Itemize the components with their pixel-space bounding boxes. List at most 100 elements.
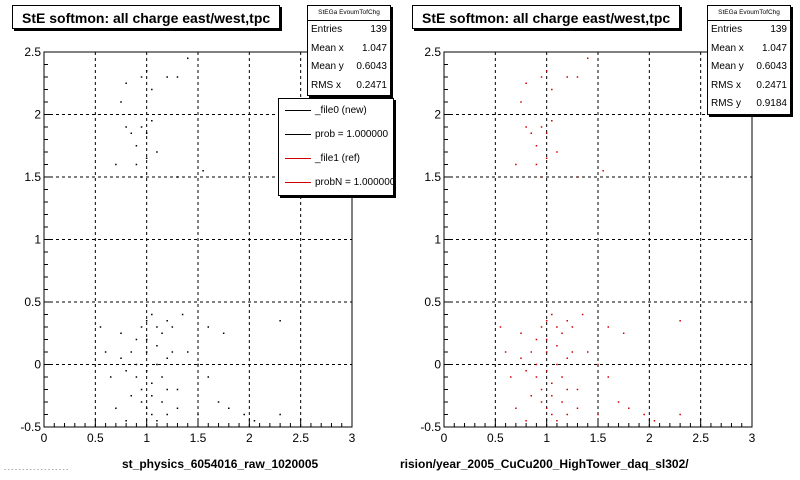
data-point (566, 388, 568, 391)
legend-entry: probN = 1.000000 (279, 171, 393, 195)
data-point (551, 395, 553, 397)
stats-row: Mean y 0.6043 (711, 61, 787, 72)
data-point (602, 170, 604, 172)
data-point (520, 357, 522, 359)
right-scatter-plot: 0 0.5 1 1.5 2 2.5 3-0.500.511.522.5 (420, 45, 756, 445)
data-point (597, 363, 599, 366)
right-canvas-pad: 0 0.5 1 1.5 2 2.5 3 -0.5 0 0.5 1 1.5 2 2.5 StE softmo… (400, 0, 800, 480)
data-point (156, 151, 158, 153)
data-point (130, 132, 133, 134)
data-point (545, 320, 548, 322)
data-point (145, 132, 148, 134)
legend-entry: _file0 (new) (279, 99, 393, 123)
data-point (561, 401, 563, 403)
data-point (125, 82, 127, 84)
data-point (525, 370, 527, 372)
legend-entry: _file1 (ref) (279, 147, 393, 171)
data-point (202, 170, 204, 172)
data-point (525, 82, 527, 84)
data-point (120, 332, 122, 334)
data-point (561, 332, 563, 334)
data-point (228, 407, 230, 409)
data-point (540, 388, 543, 391)
x-tick-label: 1.5 (190, 431, 207, 445)
data-point (540, 176, 543, 178)
data-point (499, 326, 502, 328)
data-point (161, 332, 163, 334)
data-point (545, 338, 548, 341)
data-point (607, 326, 610, 328)
stats-row: Mean x 1.047 (311, 42, 387, 54)
data-point (197, 413, 199, 416)
data-point (120, 357, 122, 359)
data-point (515, 163, 517, 166)
data-point (551, 88, 553, 91)
data-point (176, 176, 179, 178)
data-point (571, 351, 574, 353)
stats-name: StEGa EvoumTofChg (308, 6, 390, 21)
data-point (535, 376, 538, 378)
data-point (279, 413, 281, 416)
data-point (176, 388, 179, 391)
left-plot-title: StE softmon: all charge east/west,tpc (12, 5, 280, 29)
data-point (140, 126, 143, 128)
data-point (115, 163, 117, 166)
y-tick-label: 0.5 (424, 295, 441, 309)
data-point (545, 157, 548, 159)
left-legend: _file0 (new) prob = 1.000000 _file1 (ref… (278, 98, 394, 196)
data-point (540, 401, 543, 403)
legend-entry: prob = 1.000000 (279, 123, 393, 147)
x-tick-label: 3 (349, 431, 356, 445)
stats-row: Entries 139 (311, 24, 387, 35)
stats-name: StEGa EvoumTofChg (708, 6, 790, 21)
x-tick-label: 3 (749, 431, 756, 445)
y-tick-label: 1 (434, 233, 441, 247)
legend-line-swatch (285, 110, 311, 111)
data-point (545, 351, 548, 353)
data-point (556, 420, 558, 422)
data-point (166, 388, 168, 391)
data-point (140, 176, 143, 178)
data-point (186, 351, 189, 353)
data-point (217, 401, 220, 403)
left-x-axis-title: st_physics_6054016_raw_1020005 (122, 457, 319, 471)
data-point (586, 351, 589, 353)
data-point (156, 326, 158, 328)
legend-line-swatch (285, 134, 311, 135)
left-canvas-pad: 0 0.5 1 1.5 2 2.5 3 -0.5 0 0.5 1 1.5 2 2.5 StE softmo… (4, 5, 394, 473)
data-point (576, 176, 579, 178)
y-tick-label: 2 (434, 108, 441, 122)
data-point (125, 420, 127, 422)
data-point (643, 413, 645, 416)
y-tick-label: 0 (34, 358, 41, 372)
data-point (207, 326, 210, 328)
data-point (566, 357, 568, 359)
data-point (145, 157, 148, 159)
data-point (653, 420, 656, 422)
data-point (551, 120, 553, 122)
data-point (145, 320, 148, 322)
data-point (166, 320, 168, 322)
data-point (545, 370, 548, 372)
data-point (207, 376, 210, 378)
data-point (515, 407, 517, 409)
data-point (253, 420, 256, 422)
data-point (125, 126, 127, 128)
y-tick-label: 2.5 (424, 45, 441, 59)
data-point (115, 407, 117, 409)
x-tick-label: 2 (646, 431, 653, 445)
data-point (576, 388, 579, 391)
data-point (535, 338, 538, 341)
data-point (109, 376, 112, 378)
data-point (566, 413, 568, 416)
data-point (197, 363, 199, 366)
stats-row: RMS y 0.9184 (711, 98, 787, 109)
data-point (556, 345, 558, 347)
data-point (561, 376, 563, 378)
data-point (156, 363, 158, 366)
data-point (161, 401, 163, 403)
stats-row: RMS x 0.2471 (311, 79, 387, 91)
data-point (530, 395, 533, 397)
footnote: - - - - - - - - - - - - - - - - - - (4, 467, 69, 473)
data-point (140, 76, 143, 78)
